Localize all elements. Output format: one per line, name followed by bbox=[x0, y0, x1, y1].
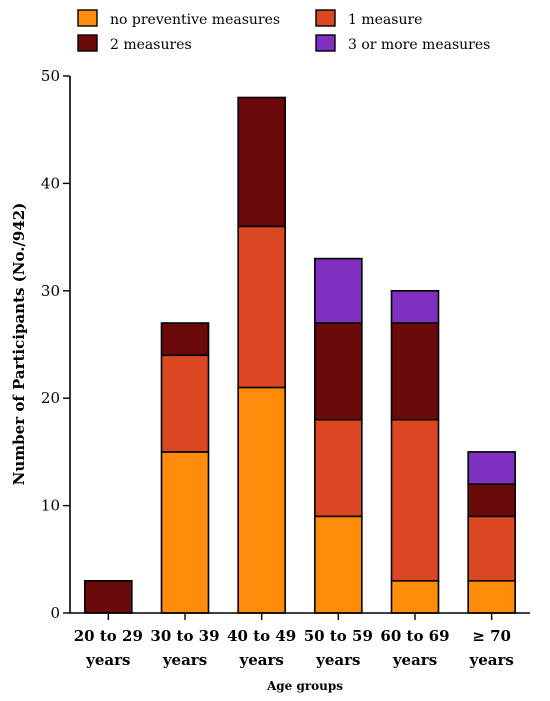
x-tick-label: years bbox=[469, 651, 514, 669]
bar-segment bbox=[314, 515, 363, 614]
bar-segment bbox=[314, 418, 363, 518]
x-tick-label: years bbox=[85, 651, 130, 669]
legend-swatch bbox=[315, 9, 336, 27]
x-axis: 20 to 29 years 30 to 39 years 40 to 49 years 5… bbox=[70, 612, 530, 669]
bar-segment bbox=[237, 386, 286, 614]
legend-item: 1 measure bbox=[315, 9, 422, 28]
legend-label: 1 measure bbox=[348, 12, 422, 28]
legend-swatch bbox=[315, 34, 336, 52]
bar-segment bbox=[390, 322, 440, 421]
bar-segment bbox=[160, 451, 210, 614]
bar-segment bbox=[390, 579, 440, 614]
bar-segment bbox=[237, 225, 286, 389]
bar-group bbox=[390, 289, 440, 614]
bar-segment bbox=[467, 579, 516, 614]
bar-group bbox=[84, 579, 133, 614]
bar-group bbox=[237, 96, 286, 614]
legend-label: 2 measures bbox=[110, 37, 192, 53]
y-tick-label: 40 bbox=[41, 174, 60, 192]
legend-swatch bbox=[77, 9, 98, 27]
y-tick-label: 0 bbox=[50, 604, 60, 622]
legend-swatch bbox=[77, 34, 98, 52]
y-tick-label: 50 bbox=[41, 67, 60, 85]
x-tick-label: 40 to 49 bbox=[227, 627, 296, 645]
legend: no preventive measures 1 measure 2 measure… bbox=[77, 9, 490, 53]
legend-label: no preventive measures bbox=[110, 12, 280, 28]
bar-segment bbox=[160, 354, 210, 453]
legend-item: 3 or more measures bbox=[315, 34, 490, 53]
x-tick-label: 30 to 39 bbox=[150, 627, 219, 645]
bar-segment bbox=[390, 418, 440, 582]
x-tick-label: years bbox=[239, 651, 284, 669]
bar-segment bbox=[84, 579, 133, 614]
y-tick-label: 20 bbox=[41, 389, 60, 407]
bar-segment bbox=[160, 322, 210, 357]
x-axis-title: Age groups bbox=[266, 679, 343, 693]
x-tick-label: 50 to 59 bbox=[304, 627, 373, 645]
x-tick-label: ≥ 70 bbox=[472, 627, 511, 645]
x-tick-label: years bbox=[392, 651, 437, 669]
bar-group bbox=[314, 257, 363, 614]
x-tick-label: years bbox=[315, 651, 360, 669]
bar-segment bbox=[314, 257, 363, 324]
bars bbox=[84, 96, 516, 614]
legend-label: 3 or more measures bbox=[348, 37, 490, 53]
bar-segment bbox=[237, 96, 286, 228]
bar-segment bbox=[390, 289, 440, 324]
bar-group bbox=[467, 451, 516, 614]
x-tick-label: 60 to 69 bbox=[380, 627, 449, 645]
y-axis: 0 10 20 30 40 50 bbox=[41, 67, 71, 622]
bar-group bbox=[160, 322, 210, 614]
x-tick-label: 20 to 29 bbox=[74, 627, 143, 645]
y-axis-title: Number of Participants (No./942) bbox=[10, 203, 28, 486]
bar-segment bbox=[467, 483, 516, 518]
x-tick-label: years bbox=[162, 651, 207, 669]
bar-segment bbox=[314, 322, 363, 421]
bar-segment bbox=[467, 515, 516, 582]
legend-item: no preventive measures bbox=[77, 9, 280, 28]
legend-item: 2 measures bbox=[77, 34, 192, 53]
y-tick-label: 10 bbox=[41, 497, 60, 515]
y-tick-label: 30 bbox=[41, 282, 60, 300]
bar-segment bbox=[467, 451, 516, 485]
